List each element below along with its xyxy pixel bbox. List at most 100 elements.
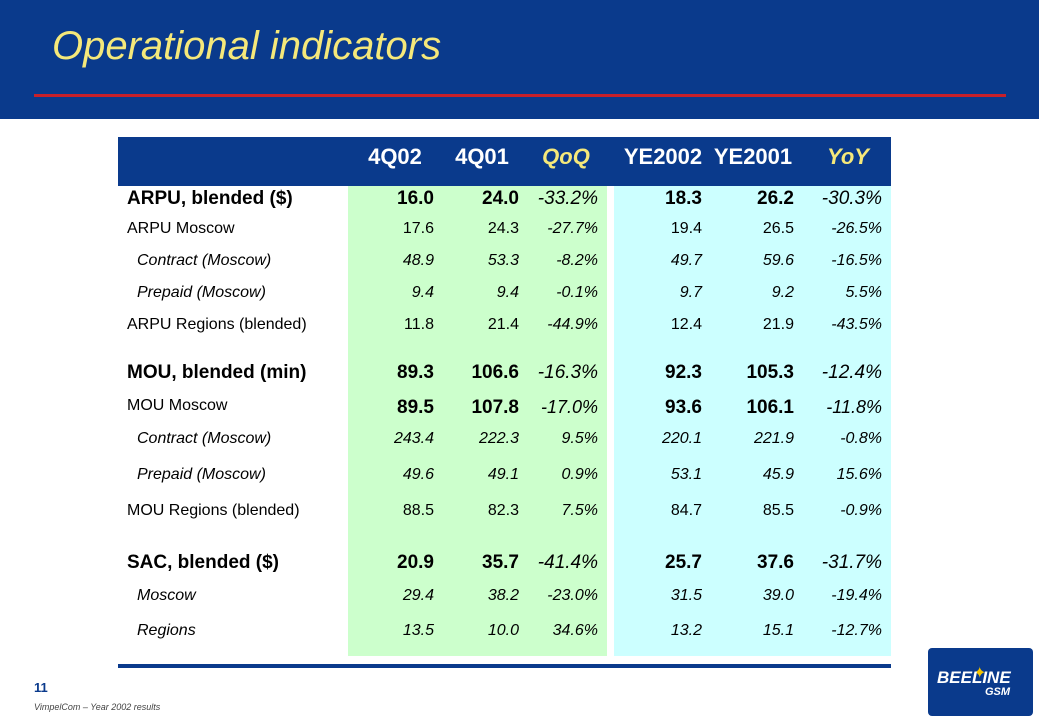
row-label: SAC, blended ($) bbox=[127, 552, 280, 573]
cell-4q02: 49.6 bbox=[402, 466, 434, 483]
cell-4q01: 21.4 bbox=[487, 316, 519, 333]
table-bottom-rule bbox=[118, 664, 891, 668]
cell-qoq: -23.0% bbox=[547, 587, 598, 604]
cell-ye2001: 85.5 bbox=[762, 502, 794, 519]
cell-yoy: -11.8% bbox=[826, 397, 882, 417]
cell-qoq: -44.9% bbox=[547, 316, 598, 333]
col-header-4q02: 4Q02 bbox=[368, 144, 422, 169]
cell-4q01: 24.0 bbox=[482, 188, 519, 209]
cell-qoq: 9.5% bbox=[561, 430, 598, 447]
cell-ye2002: 25.7 bbox=[665, 552, 702, 573]
row-label: Contract (Moscow) bbox=[137, 430, 272, 447]
cell-4q02: 11.8 bbox=[404, 316, 434, 333]
cell-4q01: 9.4 bbox=[496, 284, 519, 301]
cell-4q02: 89.3 bbox=[397, 362, 434, 383]
cell-ye2001: 26.5 bbox=[762, 220, 794, 237]
cell-yoy: -19.4% bbox=[831, 587, 882, 604]
table-top-rule bbox=[118, 137, 891, 140]
cell-4q01: 10.0 bbox=[487, 622, 519, 639]
header-bar bbox=[0, 0, 1039, 119]
title-divider bbox=[34, 94, 1006, 97]
col-header-ye2001: YE2001 bbox=[713, 144, 793, 169]
logo-word: BEELINE bbox=[937, 668, 1011, 687]
cell-qoq: -17.0% bbox=[540, 397, 598, 417]
cell-qoq: -8.2% bbox=[556, 252, 598, 269]
cell-yoy: -31.7% bbox=[821, 552, 882, 573]
cell-ye2001: 39.0 bbox=[762, 587, 794, 604]
cell-ye2001: 221.9 bbox=[753, 430, 794, 447]
cell-qoq: -33.2% bbox=[537, 188, 598, 209]
row-label: ARPU Regions (blended) bbox=[127, 316, 307, 333]
cell-yoy: -30.3% bbox=[821, 188, 882, 209]
row-label: MOU, blended (min) bbox=[127, 362, 307, 383]
row-label: Moscow bbox=[137, 587, 196, 604]
cell-yoy: -0.9% bbox=[840, 502, 882, 519]
cell-ye2002: 12.4 bbox=[670, 316, 702, 333]
col-header-qoq: QoQ bbox=[542, 144, 590, 169]
cell-ye2001: 21.9 bbox=[762, 316, 794, 333]
cell-ye2001: 9.2 bbox=[771, 284, 794, 301]
logo-sub: GSM bbox=[985, 686, 1011, 698]
cell-yoy: -0.8% bbox=[840, 430, 882, 447]
cell-4q02: 48.9 bbox=[402, 252, 434, 269]
cell-qoq: -41.4% bbox=[537, 552, 598, 573]
cell-qoq: -16.3% bbox=[537, 362, 598, 383]
quarterly-column-bg bbox=[348, 186, 607, 656]
row-label: Contract (Moscow) bbox=[137, 252, 272, 269]
cell-ye2001: 105.3 bbox=[746, 362, 794, 383]
table-header-bar bbox=[118, 140, 891, 186]
cell-qoq: -27.7% bbox=[547, 220, 598, 237]
logo-star-icon: ✦ bbox=[973, 665, 987, 682]
cell-qoq: 0.9% bbox=[561, 466, 598, 483]
cell-4q01: 106.6 bbox=[471, 362, 519, 383]
cell-4q02: 13.5 bbox=[402, 622, 434, 639]
row-label: MOU Moscow bbox=[127, 397, 228, 414]
cell-yoy: -12.4% bbox=[821, 362, 882, 383]
cell-ye2002: 53.1 bbox=[670, 466, 702, 483]
cell-4q01: 53.3 bbox=[487, 252, 519, 269]
cell-4q02: 20.9 bbox=[397, 552, 434, 573]
cell-ye2002: 84.7 bbox=[670, 502, 702, 519]
cell-ye2002: 13.2 bbox=[670, 622, 702, 639]
cell-4q01: 38.2 bbox=[487, 587, 519, 604]
cell-qoq: 7.5% bbox=[561, 502, 598, 519]
cell-ye2002: 18.3 bbox=[665, 188, 702, 209]
cell-4q01: 107.8 bbox=[471, 397, 519, 418]
cell-4q01: 82.3 bbox=[487, 502, 519, 519]
cell-ye2001: 26.2 bbox=[757, 188, 794, 209]
cell-4q01: 222.3 bbox=[478, 430, 519, 447]
cell-ye2001: 106.1 bbox=[746, 397, 794, 418]
cell-yoy: -16.5% bbox=[831, 252, 882, 269]
row-label: Prepaid (Moscow) bbox=[137, 284, 266, 301]
cell-ye2001: 15.1 bbox=[762, 622, 794, 639]
cell-ye2002: 9.7 bbox=[679, 284, 702, 301]
row-label: ARPU Moscow bbox=[127, 220, 235, 237]
cell-4q02: 9.4 bbox=[411, 284, 434, 301]
cell-4q02: 243.4 bbox=[393, 430, 434, 447]
cell-4q01: 35.7 bbox=[482, 552, 519, 573]
page-number: 11 bbox=[34, 680, 48, 695]
cell-ye2002: 19.4 bbox=[670, 220, 702, 237]
col-header-4q01: 4Q01 bbox=[455, 144, 509, 169]
col-header-ye2002: YE2002 bbox=[623, 144, 703, 169]
footer-text: VimpelCom – Year 2002 results bbox=[34, 702, 161, 712]
row-label: Prepaid (Moscow) bbox=[137, 466, 266, 483]
cell-yoy: -43.5% bbox=[831, 316, 882, 333]
cell-ye2001: 59.6 bbox=[762, 252, 794, 269]
cell-yoy: 5.5% bbox=[845, 284, 882, 301]
cell-yoy: -26.5% bbox=[831, 220, 882, 237]
cell-yoy: -12.7% bbox=[831, 622, 882, 639]
cell-4q02: 89.5 bbox=[397, 397, 434, 418]
cell-ye2001: 37.6 bbox=[757, 552, 794, 573]
cell-4q02: 29.4 bbox=[402, 587, 434, 604]
cell-4q01: 24.3 bbox=[487, 220, 519, 237]
row-label: ARPU, blended ($) bbox=[127, 188, 293, 209]
cell-yoy: 15.6% bbox=[836, 466, 882, 483]
cell-ye2002: 92.3 bbox=[665, 362, 702, 383]
cell-ye2002: 93.6 bbox=[665, 397, 702, 418]
cell-ye2002: 31.5 bbox=[670, 587, 702, 604]
cell-4q02: 88.5 bbox=[402, 502, 434, 519]
page-title: Operational indicators bbox=[52, 24, 442, 68]
col-header-yoy: YoY bbox=[827, 144, 869, 169]
cell-4q02: 17.6 bbox=[402, 220, 434, 237]
